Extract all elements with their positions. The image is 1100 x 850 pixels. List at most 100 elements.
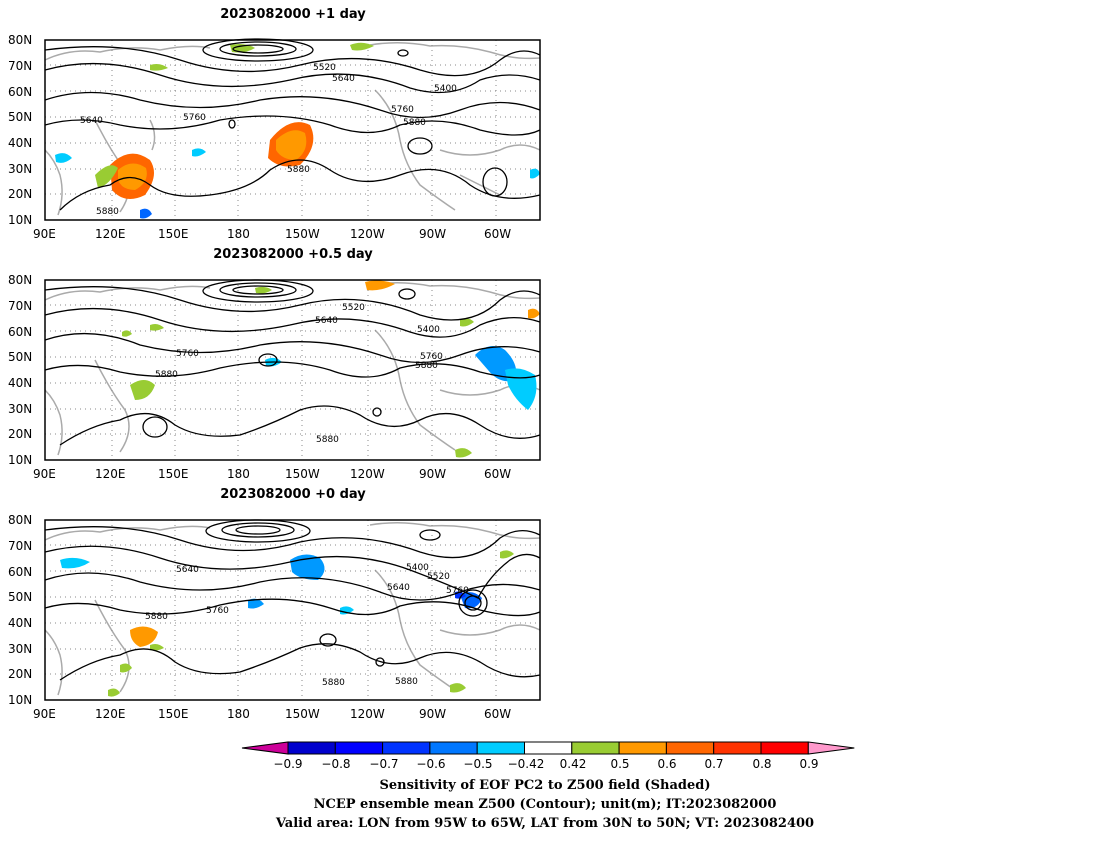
shade-blob [120,663,132,673]
contour-labels: 5520 5640 5400 5640 5760 5760 5880 5880 … [80,63,457,217]
lat-tick-label: 60N [8,85,32,99]
lon-tick-label: 180 [227,707,250,720]
contour-label: 5880 [415,361,438,371]
lat-tick-label: 30N [8,642,32,656]
coastlines [44,522,541,696]
colorbar-swatch [760,741,809,755]
caption-line-2: NCEP ensemble mean Z500 (Contour); unit(… [313,797,777,812]
lat-tick-label: 20N [8,427,32,441]
lat-tick-label: 80N [8,513,32,527]
lon-tick-label: 120E [95,467,126,480]
contour-label: 5520 [427,572,450,582]
lon-tick-label: 60W [484,707,511,720]
contour-label: 5760 [420,352,443,362]
lon-tick-label: 60W [484,467,511,480]
lat-tick-label: 40N [8,616,32,630]
lat-tick-label: 10N [8,213,32,227]
contour-label: 5520 [313,63,336,73]
contour-label: 5640 [80,116,103,126]
lat-tick-label: 70N [8,299,32,313]
contour-label: 5640 [332,74,355,84]
contour-label: 5640 [176,565,199,575]
lat-tick-label: 30N [8,162,32,176]
colorbar-tick-label: 0.8 [752,757,771,771]
colorbar-swatch [476,741,525,755]
colorbar-tick-label: 0.42 [560,757,587,771]
shade-blob [528,308,540,319]
contour-label: 5400 [406,563,429,573]
colorbar-swatch [571,741,620,755]
shade-blob [95,165,118,188]
shade-blob [248,598,264,609]
lat-tick-label: 60N [8,325,32,339]
lon-tick-label: 150E [158,467,189,480]
shade-blob [500,550,514,559]
coastlines [44,282,541,456]
lon-axis: 90E 120E 150E 180 150W 120W 90W 60W [33,467,511,480]
lon-tick-label: 150E [158,227,189,240]
contour-label: 5880 [395,677,418,687]
lon-tick-label: 120E [95,227,126,240]
lat-tick-label: 10N [8,453,32,467]
colorbar-arrow-high [807,741,855,755]
shade-blob [150,644,164,651]
lat-axis: 80N 70N 60N 50N 40N 30N 20N 10N [8,33,32,227]
map-panel-day1: 2023082000 +1 day [0,0,560,240]
colorbar-tick-label: −0.42 [508,757,545,771]
map-plot: 5520 5640 5400 5760 5760 5880 5880 5880 … [8,273,541,480]
panel-title: 2023082000 +0.5 day [213,247,373,262]
colorbar-swatch [524,741,573,755]
shade-blob [130,626,158,647]
contour-label: 5880 [316,435,339,445]
shade-blob [60,557,90,569]
contour-label: 5880 [145,612,168,622]
shade-blob [130,380,155,400]
contour-label: 5880 [287,165,310,175]
colorbar-swatch [334,741,384,755]
shade-blob [290,554,325,580]
lon-tick-label: 120E [95,707,126,720]
lat-tick-label: 20N [8,667,32,681]
lat-tick-label: 60N [8,565,32,579]
colorbar-swatches [241,741,855,755]
colorbar-swatch [618,741,667,755]
contour-label: 5760 [176,349,199,359]
lon-tick-label: 120W [350,467,385,480]
lat-tick-label: 40N [8,136,32,150]
lon-tick-label: 120W [350,707,385,720]
shade-blob [505,368,537,410]
contour-label: 5880 [322,678,345,688]
map-plot: 5640 5400 5520 5640 5760 5760 5880 5880 … [8,513,541,720]
lat-tick-label: 20N [8,187,32,201]
shade-blob [460,318,474,327]
lat-tick-label: 50N [8,110,32,124]
lon-tick-label: 120W [350,227,385,240]
lon-tick-label: 90W [419,707,446,720]
colorbar-ticks: −0.9 −0.8 −0.7 −0.6 −0.5 −0.42 0.42 0.5 … [273,757,818,771]
contours [44,519,541,681]
colorbar-swatch [287,741,336,755]
shade-blob [150,324,164,331]
contour-label: 5400 [434,84,457,94]
colorbar-tick-label: −0.6 [416,757,445,771]
map-plot: 5520 5640 5400 5640 5760 5760 5880 5880 … [8,33,541,240]
contour-label: 5880 [403,118,426,128]
lon-tick-label: 90W [419,467,446,480]
lat-axis: 80N 70N 60N 50N 40N 30N 20N 10N [8,513,32,707]
lat-tick-label: 80N [8,273,32,287]
contour-label: 5760 [446,586,469,596]
lat-tick-label: 50N [8,350,32,364]
lat-tick-label: 10N [8,693,32,707]
coastlines [44,42,541,216]
lon-tick-label: 150W [285,227,320,240]
lat-tick-label: 30N [8,402,32,416]
colorbar-tick-label: −0.5 [463,757,492,771]
shade-blob [350,42,374,51]
lon-tick-label: 150W [285,467,320,480]
panel-title: 2023082000 +0 day [220,487,366,502]
lon-tick-label: 90E [33,227,56,240]
map-border [44,519,541,701]
colorbar-tick-label: 0.7 [704,757,723,771]
shade-blob [150,64,168,71]
shade-blob [55,153,72,163]
